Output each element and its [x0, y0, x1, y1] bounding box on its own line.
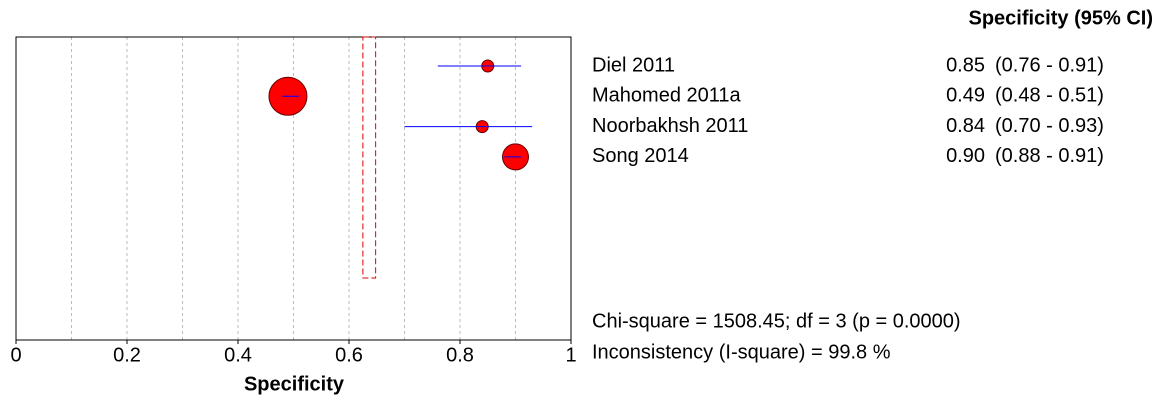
- x-axis-label: Specificity: [244, 373, 345, 395]
- x-tick-label: 1: [565, 344, 576, 366]
- study-label: Diel 2011: [592, 54, 675, 76]
- x-tick-label: 0.4: [224, 344, 252, 366]
- study-label: Song 2014: [592, 145, 689, 167]
- x-tick-label: 0.2: [113, 344, 141, 366]
- x-tick-label: 0.6: [335, 344, 363, 366]
- estimate-label: 0.84: [946, 115, 985, 137]
- annotation: Inconsistency (I-square) = 99.8 %: [592, 341, 891, 363]
- pooled-ci: [362, 36, 377, 279]
- ci-label: (0.76 - 0.91): [995, 54, 1104, 76]
- study-label: Mahomed 2011a: [592, 85, 742, 107]
- annotation: Chi-square = 1508.45; df = 3 (p = 0.0000…: [592, 310, 961, 332]
- header: Specificity (95% CI): [968, 7, 1153, 29]
- study-label: Noorbakhsh 2011: [592, 115, 748, 137]
- estimate-label: 0.49: [946, 85, 985, 107]
- x-tick-label: 0: [10, 344, 21, 366]
- estimate-label: 0.85: [946, 54, 985, 76]
- ci-label: (0.48 - 0.51): [995, 85, 1104, 107]
- plot-frame: [15, 36, 572, 341]
- ci-label: (0.88 - 0.91): [995, 145, 1104, 167]
- x-tick-label: 0.8: [446, 344, 474, 366]
- estimate-label: 0.90: [946, 145, 985, 167]
- ci-label: (0.70 - 0.93): [995, 115, 1104, 137]
